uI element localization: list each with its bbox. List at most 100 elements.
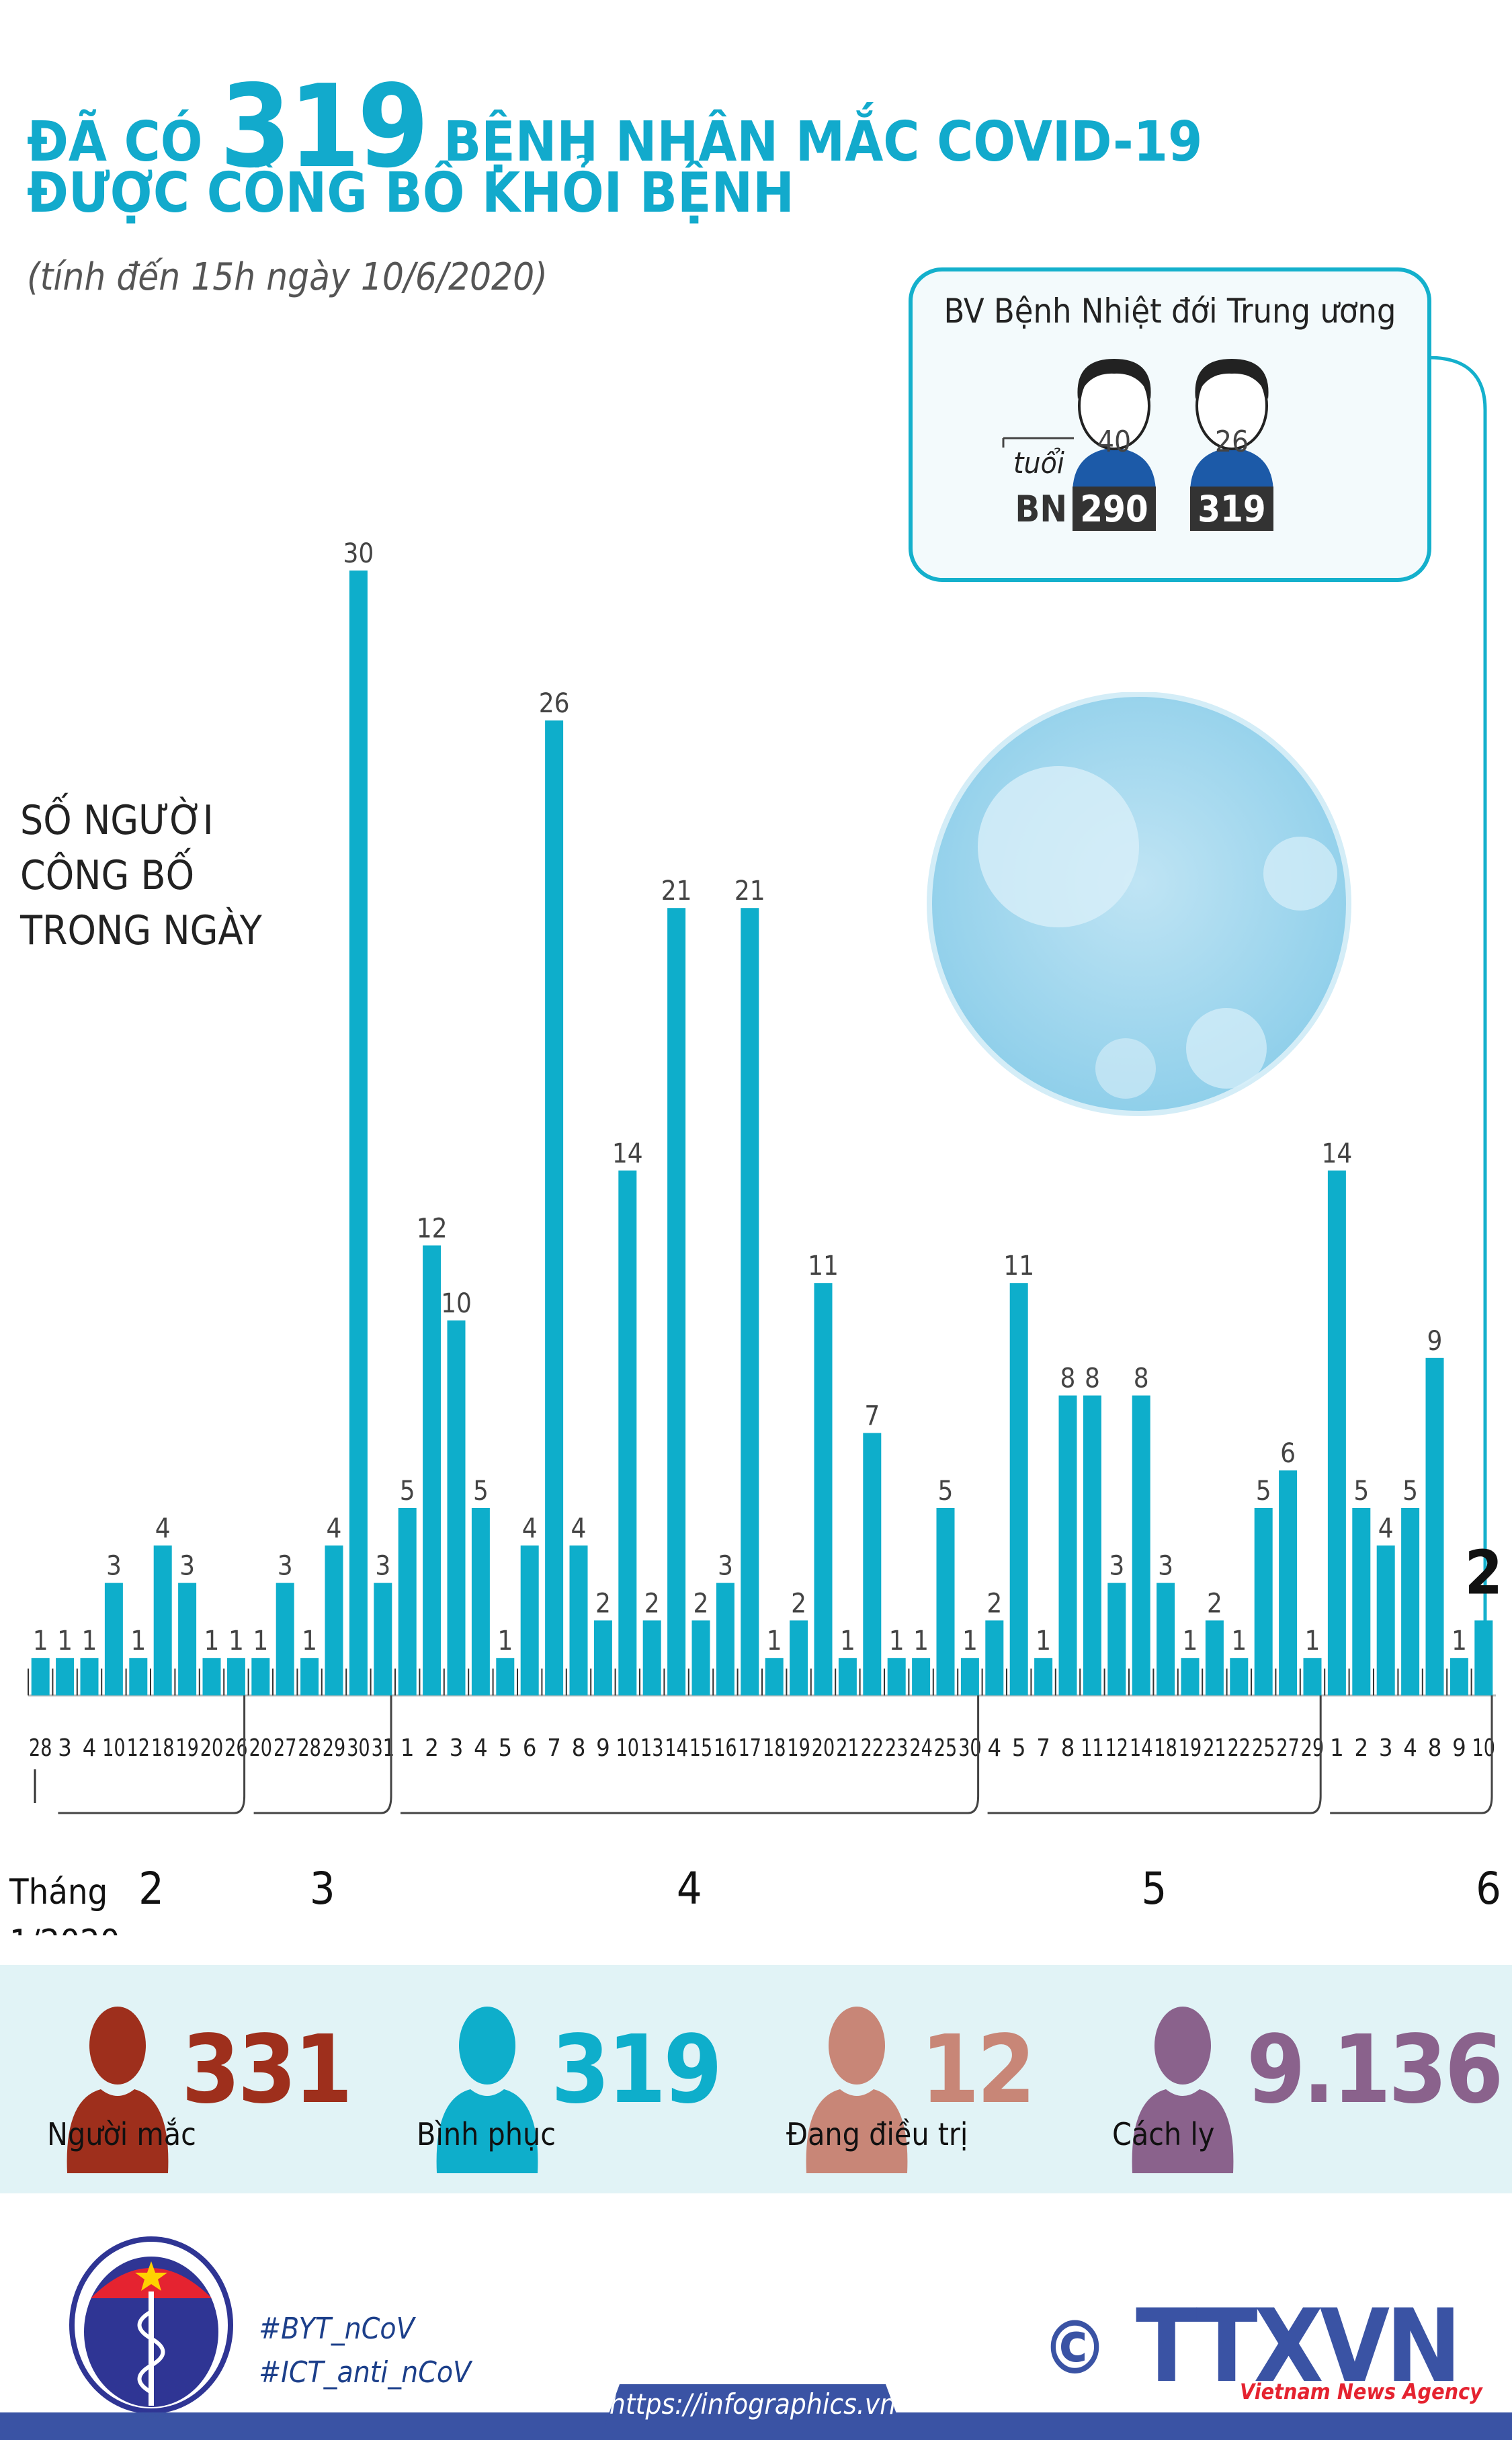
bar [349,571,368,1695]
x-axis-label: Tháng [9,1872,108,1912]
copyright-icon: © [1042,2305,1108,2391]
bar-value-label: 4 [155,1513,171,1544]
x-tick-label: 12 [1105,1734,1128,1762]
bar [374,1583,392,1695]
bar-value-label: 11 [808,1251,839,1281]
bar-value-label: 1 [82,1626,97,1656]
bar-value-label: 3 [179,1551,195,1582]
x-tick-label: 22 [861,1734,884,1762]
patient-age: 40 [1097,425,1131,459]
x-tick-label: 9 [596,1734,610,1762]
bar-value-label: 1 [962,1626,978,1656]
bar [1279,1470,1298,1695]
x-tick-label: 21 [1203,1734,1226,1762]
x-tick-label: 10 [102,1734,125,1762]
x-tick-label: 27 [274,1734,296,1762]
bar [1058,1395,1077,1695]
virus-illustration [927,692,1351,1116]
bar-value-label: 1 [57,1626,73,1656]
bar [1157,1583,1175,1695]
x-tick-label: 20 [249,1734,272,1762]
bar-value-label: 1 [1452,1626,1467,1656]
month-bracket [1330,1695,1493,1814]
bar-value-label: 1 [767,1626,782,1656]
bar-value-label: 1 [228,1626,244,1656]
bar [912,1658,931,1695]
callout-connector [1428,356,1487,1680]
x-tick-label: 4 [474,1734,488,1762]
bar-value-label: 4 [522,1513,538,1544]
x-tick-label: 1 [401,1734,415,1762]
bar [1107,1583,1126,1695]
bar [423,1245,442,1695]
patient-age: 26 [1215,425,1249,459]
person-icon [67,2007,169,2173]
title-line-2: ĐƯỢC CÔNG BỐ KHỎI BỆNH [27,161,794,225]
bar-value-label: 2 [791,1588,806,1619]
bar-value-label: 1 [1183,1626,1198,1656]
x-tick-label: 7 [547,1734,561,1762]
stat-label: Cách ly [1112,2116,1215,2152]
bar [936,1508,955,1695]
x-tick-label: 14 [665,1734,687,1762]
agency-name: Vietnam News Agency [1240,2379,1482,2404]
bar [1352,1508,1371,1695]
x-tick-label: 19 [1179,1734,1202,1762]
x-tick-label: 2 [425,1734,439,1762]
bar [838,1658,857,1695]
bar [814,1283,833,1695]
bar [56,1658,75,1695]
bar-value-label: 2 [1465,1538,1503,1608]
x-tick-label: 28 [29,1734,52,1762]
bar-value-label: 8 [1085,1363,1100,1394]
bar [716,1583,734,1695]
month-bracket [987,1695,1322,1814]
bar-value-label: 11 [1003,1251,1034,1281]
x-tick-label: 1 [1330,1734,1344,1762]
bar [178,1583,197,1695]
bar [104,1583,123,1695]
bar-value-label: 7 [864,1400,880,1431]
website-link[interactable]: https://infographics.vn [605,2384,900,2425]
x-tick-label: 2 [1354,1734,1368,1762]
title-prefix: ĐÃ CÓ [27,110,203,174]
bar [31,1658,50,1695]
stat-value: 331 [181,2015,353,2125]
subtitle: (tính đến 15h ngày 10/6/2020) [27,255,548,299]
x-tick-label: 11 [1081,1734,1103,1762]
x-tick-label: 3 [1379,1734,1393,1762]
x-tick-label: 27 [1276,1734,1299,1762]
x-tick-label: 3 [58,1734,72,1762]
x-tick-label: 24 [909,1734,932,1762]
bar-value-label: 3 [278,1551,293,1582]
x-tick-label: 14 [1130,1734,1152,1762]
x-tick-label: 4 [83,1734,97,1762]
x-tick-label: 5 [1012,1734,1026,1762]
bar-value-label: 1 [204,1626,220,1656]
x-tick-label: 18 [763,1734,786,1762]
age-label: tuổi [1013,446,1064,480]
bar [790,1620,808,1695]
x-tick-label: 3 [450,1734,464,1762]
x-tick-label: 22 [1228,1734,1251,1762]
bar [1401,1508,1420,1695]
title-suffix: BỆNH NHÂN MẮC COVID-19 [444,110,1203,174]
x-tick-label: 18 [1154,1734,1177,1762]
bar [863,1433,882,1695]
bar-value-label: 1 [889,1626,905,1656]
y-axis-label: SỐ NGƯỜI CÔNG BỐ TRONG NGÀY [20,797,262,954]
bar [741,908,759,1695]
bar [618,1170,637,1695]
bar-value-label: 2 [644,1588,660,1619]
bar-value-label: 5 [1402,1476,1418,1507]
bar [569,1545,588,1695]
age-pointer [1002,437,1074,448]
month-label: 3 [310,1863,335,1915]
bar-chart: 1281314310112418319120126120327128429303… [9,538,1503,1935]
x-tick-label: 21 [836,1734,859,1762]
month-bracket [401,1695,980,1814]
patient-id: 319 [1198,488,1265,530]
bar-value-label: 1 [1305,1626,1320,1656]
bar [642,1620,661,1695]
